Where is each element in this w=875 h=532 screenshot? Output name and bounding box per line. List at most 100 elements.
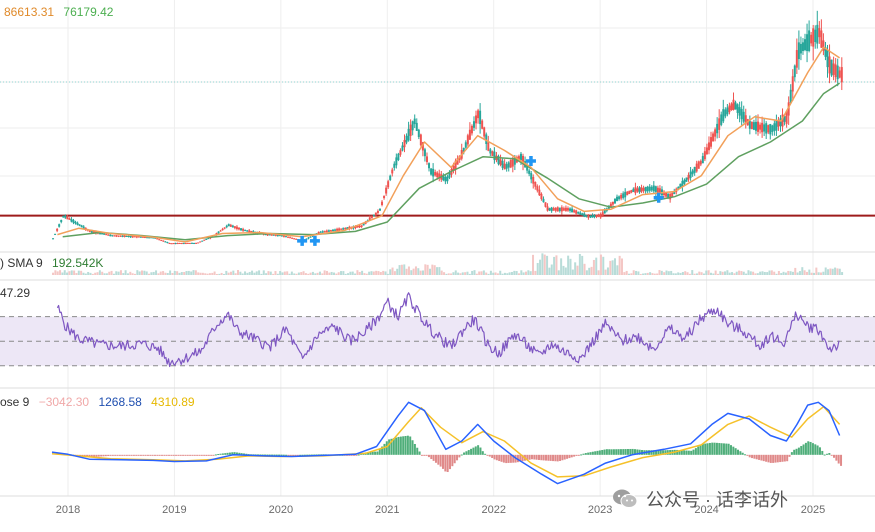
macd-histogram-bar: [353, 454, 356, 456]
volume-bar: [297, 272, 300, 275]
candle-body: [344, 227, 347, 230]
candle-body: [569, 208, 572, 211]
macd-histogram-bar: [437, 454, 440, 465]
volume-bar: [220, 272, 223, 275]
candle-body: [826, 49, 829, 68]
candle-body: [552, 208, 555, 211]
candle-body: [52, 238, 55, 240]
macd-histogram-bar: [624, 449, 627, 455]
macd-histogram-bar: [781, 454, 784, 462]
candle-body: [225, 225, 228, 228]
macd-histogram-bar: [566, 454, 569, 459]
candle-body: [425, 156, 428, 163]
macd-histogram-bar: [83, 454, 86, 457]
macd-histogram-bar: [399, 436, 402, 455]
macd-histogram-bar: [683, 450, 686, 455]
candle-body: [493, 151, 496, 160]
candle-body: [150, 237, 153, 239]
volume-bar: [815, 267, 818, 275]
candle-body: [673, 191, 676, 195]
candle-body: [227, 224, 230, 227]
macd-histogram-bar: [235, 452, 238, 455]
macd-histogram-bar: [657, 450, 660, 455]
x-axis: 2018 2019 2020 2021 2022 2023 2024 2025: [56, 504, 825, 516]
candle-body: [403, 139, 406, 148]
volume-bar: [749, 271, 752, 275]
macd-histogram-bar: [540, 454, 543, 461]
volume-bar: [712, 273, 715, 275]
macd-histogram-bar: [378, 449, 381, 455]
candle-body: [289, 237, 292, 239]
macd-histogram-bar: [299, 454, 302, 456]
volume-bar: [616, 265, 619, 275]
candle-body: [327, 230, 330, 232]
candle-body: [217, 231, 220, 234]
volume-bar: [302, 271, 305, 275]
volume-bar: [539, 259, 542, 275]
volume-bar: [112, 273, 115, 275]
candle-body: [432, 168, 435, 177]
macd-histogram-bar: [367, 452, 370, 455]
volume-bar: [377, 271, 380, 275]
macd-histogram-bar: [737, 449, 740, 455]
volume-bar: [328, 272, 331, 275]
volume-bar: [660, 270, 663, 275]
candle-body: [195, 242, 198, 244]
macd-histogram-bar: [715, 442, 718, 455]
macd-histogram-bar: [840, 454, 843, 466]
volume-bar: [576, 265, 579, 275]
volume-bar: [536, 263, 539, 275]
volume-bar: [419, 270, 422, 275]
macd-histogram-bar: [484, 453, 487, 455]
macd-histogram-bar: [371, 451, 374, 455]
macd-histogram-bar: [348, 454, 351, 456]
candle-body: [726, 107, 729, 115]
volume-bar: [450, 273, 453, 275]
volume-bar: [805, 271, 808, 275]
candle-body: [609, 203, 612, 208]
candle-body: [769, 123, 772, 135]
candle-body: [716, 123, 719, 134]
volume-bar: [717, 273, 720, 275]
volume-bar: [66, 272, 69, 275]
macd-histogram-bar: [533, 454, 536, 460]
volume-bar: [733, 273, 736, 275]
macd-histogram-bar: [596, 450, 599, 455]
candle-body: [810, 34, 813, 44]
volume-bar: [527, 270, 530, 275]
candle-body: [60, 220, 63, 223]
macd-histogram-bar: [175, 454, 178, 456]
candle-body: [409, 124, 412, 136]
macd-histogram-bar: [217, 454, 220, 456]
macd-histogram-bar: [81, 454, 84, 457]
candle-body: [162, 240, 165, 242]
candle-body: [681, 180, 684, 188]
volume-bar: [553, 256, 556, 275]
volume-bar: [89, 272, 92, 275]
candle-body: [129, 235, 132, 238]
macd-histogram-bar: [495, 454, 498, 461]
volume-legend-prefix: ) SMA 9: [0, 256, 43, 270]
volume-bar: [543, 254, 546, 275]
macd-histogram-bar: [837, 454, 840, 464]
volume-bar: [492, 272, 495, 275]
macd-histogram-bar: [629, 448, 632, 455]
candle-body: [556, 207, 559, 212]
candle-body: [246, 230, 249, 232]
macd-histogram-bar: [219, 453, 222, 455]
macd-histogram-bar: [125, 454, 128, 456]
candle-body: [744, 115, 747, 124]
macd-histogram-bar: [149, 454, 152, 456]
macd-histogram-bar: [282, 454, 285, 456]
macd-histogram-bar: [830, 454, 833, 456]
macd-histogram-bar: [432, 454, 435, 461]
volume-bar: [670, 270, 673, 275]
macd-histogram-bar: [285, 454, 288, 456]
candle-body: [838, 70, 841, 78]
macd-histogram-bar: [451, 454, 454, 467]
candle-body: [540, 193, 543, 200]
macd-histogram-bar: [760, 454, 763, 461]
candle-body: [771, 125, 774, 132]
candle-body: [454, 160, 457, 169]
